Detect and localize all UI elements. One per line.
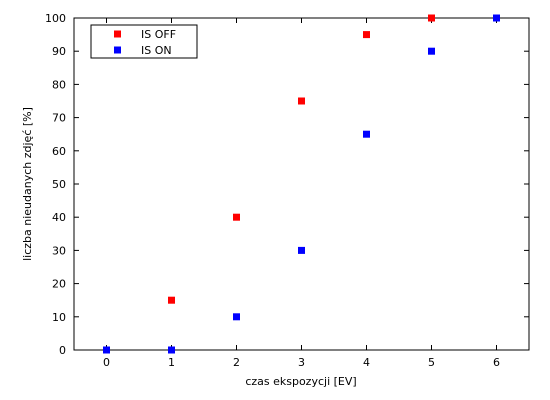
x-tick-label: 1 [168,356,175,369]
x-tick-label: 5 [428,356,435,369]
point-is-on [168,346,175,354]
legend-marker [114,30,121,38]
plot-frame [73,17,530,351]
point-is-on [103,346,110,354]
point-is-on [298,246,305,254]
x-tick-label: 2 [233,356,240,369]
point-is-off [233,213,240,221]
point-is-off [428,14,435,22]
y-tick-label: 90 [52,45,66,58]
legend-label: IS ON [141,44,172,57]
y-tick-label: 100 [45,12,66,25]
y-tick-label: 40 [52,211,66,224]
point-is-off [363,31,370,39]
point-is-off [298,97,305,105]
x-axis-ticks: 0 1 2 3 4 5 6 [103,18,500,369]
point-is-off [168,296,175,304]
y-tick-label: 0 [59,344,66,357]
data-points [103,14,500,354]
point-is-on [363,130,370,138]
y-tick-label: 30 [52,244,66,257]
y-tick-label: 80 [52,78,66,91]
y-axis-ticks: 0 10 20 30 40 50 60 70 80 90 100 [45,12,529,357]
x-tick-label: 6 [493,356,500,369]
x-axis-label: czas ekspozycji [EV] [245,375,356,388]
y-axis-label: liczba nieudanych zdjęć [%] [21,107,34,261]
point-is-on [493,14,500,22]
y-tick-label: 10 [52,311,66,324]
y-tick-label: 20 [52,278,66,291]
y-tick-label: 50 [52,178,66,191]
legend: IS OFF IS ON [90,24,198,59]
y-tick-label: 70 [52,112,66,125]
x-tick-label: 4 [363,356,370,369]
legend-marker [114,46,121,54]
y-tick-label: 60 [52,145,66,158]
legend-label: IS OFF [141,28,176,41]
legend-box [90,24,198,59]
x-tick-label: 3 [298,356,305,369]
point-is-on [233,313,240,321]
point-is-on [428,47,435,55]
x-tick-label: 0 [103,356,110,369]
